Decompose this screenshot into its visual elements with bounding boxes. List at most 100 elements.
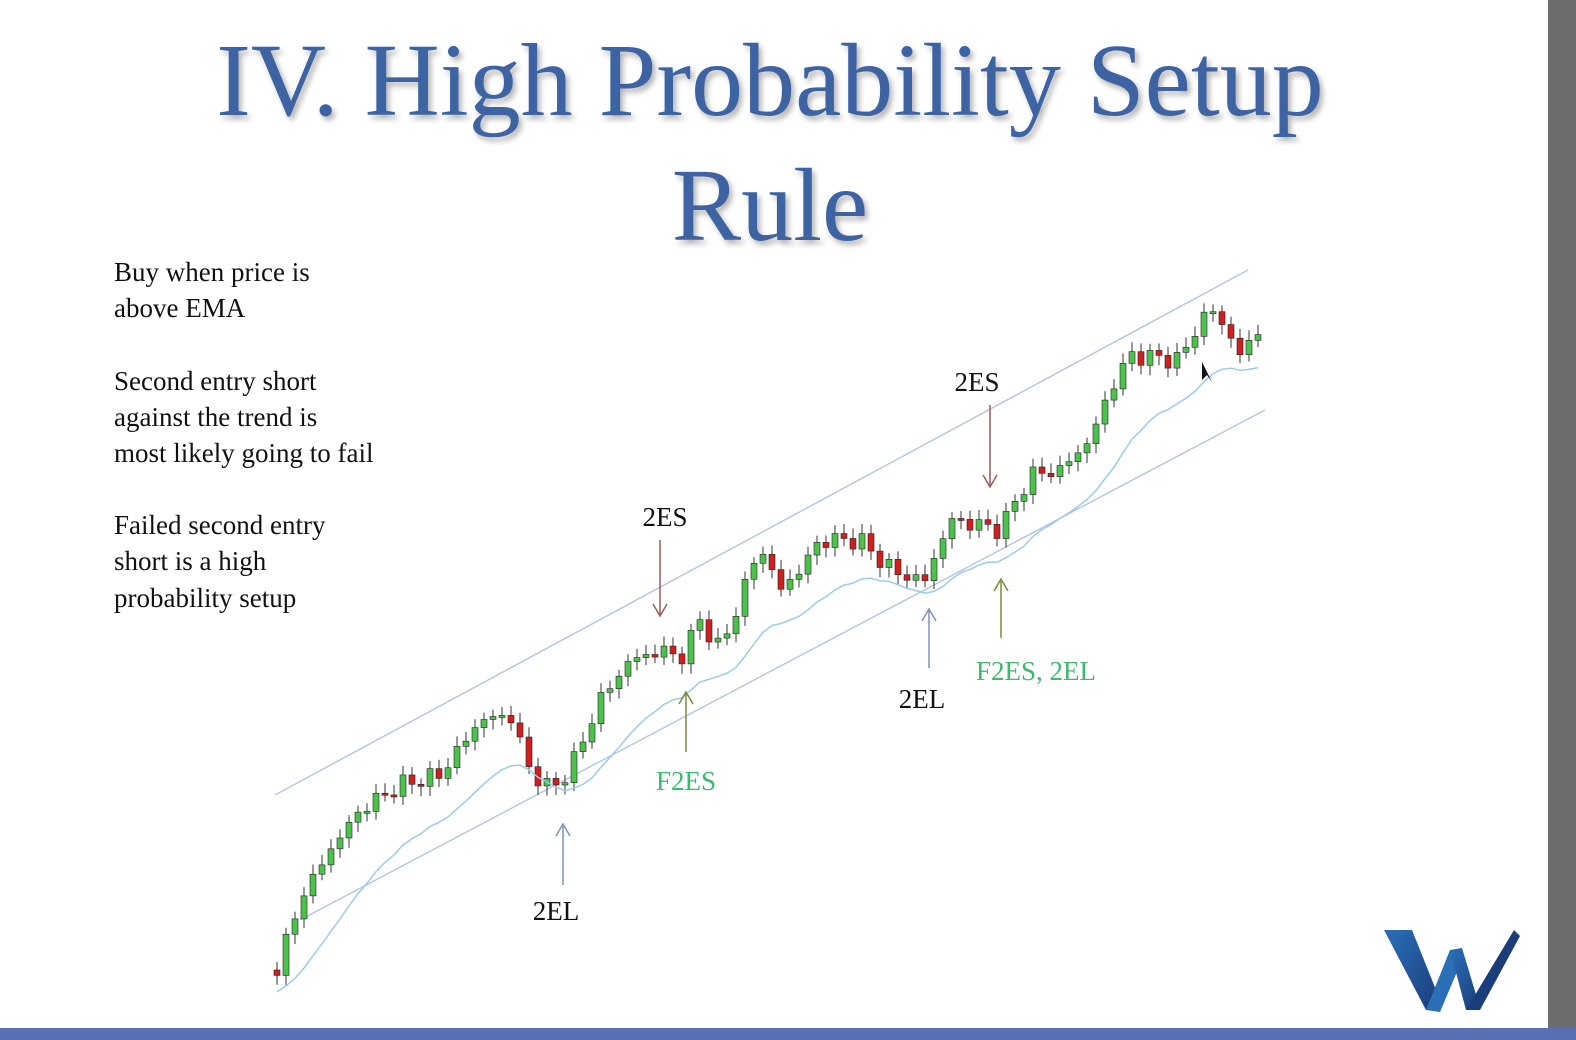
candle-body <box>1254 334 1262 341</box>
candle-body <box>930 558 938 581</box>
logo-shape <box>1466 930 1520 1010</box>
candle-body <box>768 554 776 570</box>
candle-body <box>750 562 758 580</box>
candle-body <box>345 821 353 839</box>
candle-body <box>831 533 839 548</box>
candle-body <box>903 574 911 581</box>
channel-line <box>299 409 1266 921</box>
candle-body <box>912 574 920 581</box>
candle-body <box>1002 511 1010 539</box>
candle-body <box>579 741 587 752</box>
side-strip <box>1548 0 1576 1040</box>
candle-body <box>426 768 434 787</box>
candle-body <box>1146 350 1154 366</box>
candle-body <box>759 554 767 564</box>
candle-body <box>1020 494 1028 502</box>
candle-body <box>885 559 893 568</box>
candle-body <box>507 715 515 724</box>
logo-shape <box>1426 950 1462 1012</box>
candle-body <box>453 746 461 769</box>
candle-body <box>408 774 416 785</box>
candle-body <box>948 518 956 540</box>
candle-body <box>939 538 947 559</box>
candle-body <box>876 550 884 568</box>
logo-shape <box>1450 948 1480 1010</box>
note-line: above EMA <box>114 293 246 323</box>
candle-body <box>480 719 488 728</box>
candle-body <box>858 533 866 550</box>
candle-body <box>840 533 848 539</box>
candle-body <box>1155 350 1163 356</box>
candle-body <box>417 784 425 787</box>
candle-body <box>1038 466 1046 474</box>
candle-body <box>1173 352 1181 369</box>
annotation: 2EL <box>533 896 580 926</box>
arrow-head <box>921 607 937 622</box>
candle-body <box>1092 423 1100 444</box>
candle-body <box>291 918 299 935</box>
candle-body <box>1209 311 1217 315</box>
candle-body <box>1065 461 1073 466</box>
candle-body <box>1200 311 1208 337</box>
candle-body <box>642 654 650 658</box>
candle-body <box>597 692 605 724</box>
slide-bg <box>0 0 1548 1028</box>
candle-body <box>318 864 326 875</box>
candle-body <box>1047 473 1055 477</box>
candle-body <box>1119 363 1127 390</box>
annotation: F2ES, 2EL <box>976 656 1096 686</box>
candle-body <box>1110 388 1118 401</box>
candle-body <box>525 736 533 767</box>
candle-body <box>696 619 704 631</box>
cursor <box>1202 362 1212 382</box>
candle-body <box>732 616 740 635</box>
candle-body <box>1128 351 1136 364</box>
candle-body <box>1164 355 1172 369</box>
arrow-head <box>982 474 998 489</box>
note-line: Buy when price is <box>114 257 310 287</box>
candle-body <box>1227 324 1235 339</box>
candle-body <box>957 518 965 521</box>
candle-body <box>336 837 344 850</box>
candle-body <box>516 722 524 738</box>
annotations: 2ES F2ES 2EL 2ES 2EL F2ES, 2EL <box>533 367 1096 926</box>
candle-body <box>921 574 929 581</box>
candle-body <box>1182 346 1190 353</box>
candle-body <box>1101 399 1109 425</box>
candle-body <box>1137 351 1145 366</box>
candle-body <box>1191 336 1199 348</box>
note-line: short is a high <box>114 546 267 576</box>
candle-body <box>399 774 407 797</box>
candle-body <box>705 619 713 643</box>
candle-body <box>741 578 749 617</box>
candle-body <box>822 542 830 548</box>
candle-body <box>435 768 443 779</box>
candle-body <box>651 654 659 658</box>
candle-body <box>282 933 290 976</box>
candle-body <box>354 811 362 823</box>
title: IV. High Probability Setup <box>216 23 1323 138</box>
note-line: most likely going to fail <box>114 438 373 468</box>
price-illustration <box>273 269 1266 993</box>
candle-body <box>561 782 569 786</box>
candle-body <box>390 794 398 798</box>
arrow-head <box>993 577 1009 592</box>
candle-body <box>534 766 542 787</box>
notes: Buy when price is above EMA Second entry… <box>114 257 373 613</box>
candle-body <box>669 645 677 655</box>
channel-line <box>274 269 1249 796</box>
candle-body <box>966 519 974 531</box>
candle-body <box>1236 337 1244 355</box>
annotation: 2EL <box>899 684 946 714</box>
candle-body <box>993 524 1001 539</box>
candle-body <box>1029 466 1037 495</box>
candle-body <box>489 716 497 720</box>
candle-body <box>660 645 668 658</box>
candle-body <box>471 727 479 742</box>
candle-body <box>624 661 632 677</box>
candle-body <box>363 811 371 814</box>
candle-body <box>795 573 803 580</box>
candle-body <box>1056 465 1064 477</box>
candle-body <box>867 533 875 552</box>
annotation: 2ES <box>954 367 999 397</box>
